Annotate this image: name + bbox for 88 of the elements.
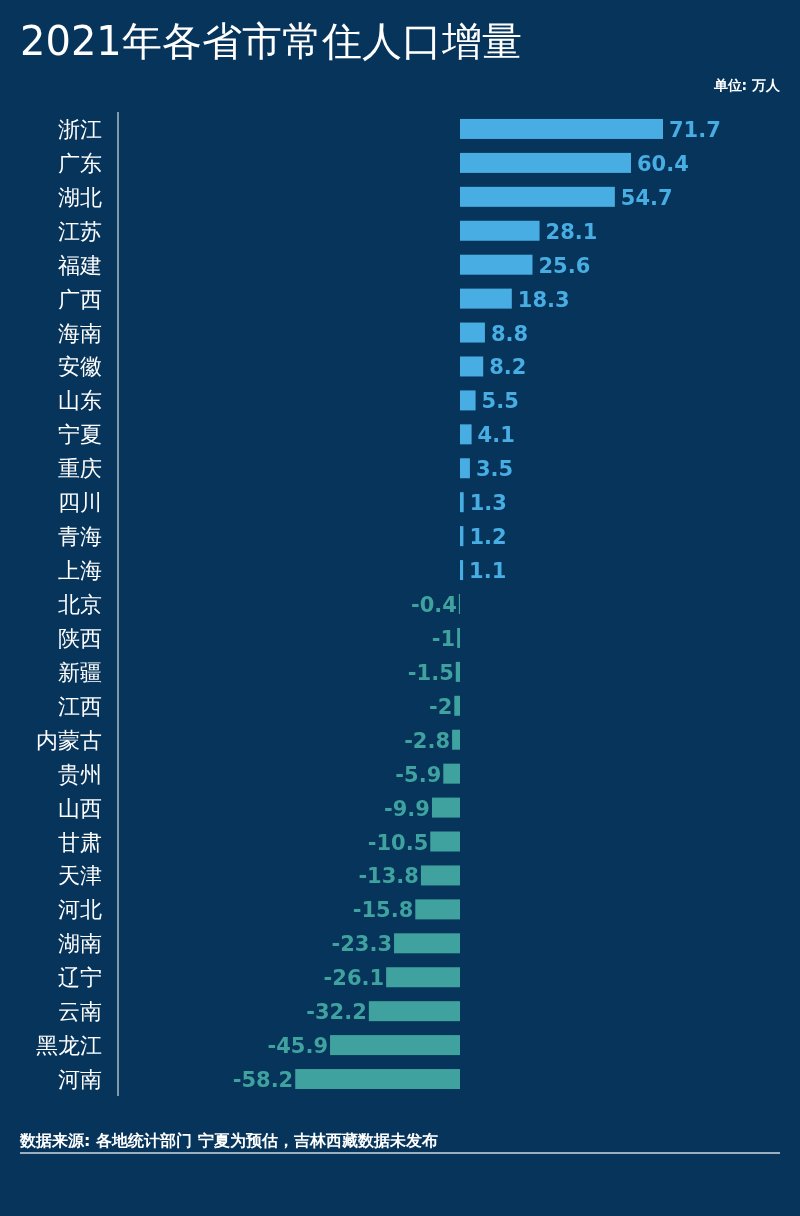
bar <box>415 899 460 920</box>
y-tick-label: 安徽 <box>58 354 102 380</box>
y-tick-label: 新疆 <box>58 659 102 685</box>
bar <box>460 356 484 377</box>
bar <box>460 458 470 479</box>
y-tick-label: 广西 <box>58 286 102 312</box>
bar <box>454 695 460 716</box>
y-tick-label: 江西 <box>58 693 102 719</box>
data-label: -2 <box>429 694 453 719</box>
y-tick-label: 黑龙江 <box>36 1033 102 1059</box>
bar <box>386 967 460 988</box>
bar <box>460 424 472 445</box>
data-label: 71.7 <box>669 117 721 142</box>
data-label: -23.3 <box>331 932 393 957</box>
y-tick-label: 陕西 <box>58 625 102 651</box>
data-label: 18.3 <box>517 287 570 312</box>
bar <box>460 288 512 309</box>
bar <box>460 152 632 173</box>
bar <box>295 1069 460 1090</box>
data-label: 4.1 <box>477 423 515 448</box>
bar <box>430 831 460 852</box>
data-label: 28.1 <box>545 219 598 244</box>
data-label: 8.8 <box>490 321 529 346</box>
data-label: 60.4 <box>637 151 689 176</box>
data-label: -15.8 <box>352 898 414 923</box>
y-tick-label: 河北 <box>58 897 102 923</box>
bar <box>420 865 460 886</box>
bar <box>460 220 540 241</box>
chart-title: 2021年各省市常住人口增量 <box>20 18 522 64</box>
y-tick-label: 重庆 <box>58 456 102 482</box>
data-label: -0.4 <box>410 593 457 617</box>
data-label: -2.8 <box>404 728 451 753</box>
data-label: -1.5 <box>407 660 454 685</box>
y-tick-label: 宁夏 <box>58 422 102 448</box>
bar <box>460 118 663 139</box>
y-tick-label: 山东 <box>58 388 102 414</box>
y-tick-label: 北京 <box>58 592 102 617</box>
y-tick-label: 云南 <box>58 999 102 1025</box>
y-tick-label: 天津 <box>58 863 102 889</box>
bar <box>460 492 464 513</box>
bar <box>460 186 615 207</box>
data-label: 1.1 <box>469 559 507 584</box>
y-tick-label: 河南 <box>58 1067 102 1093</box>
y-tick-label: 广东 <box>58 150 102 176</box>
data-label: -9.9 <box>384 796 430 821</box>
y-tick-label: 山西 <box>58 795 102 821</box>
data-label: 25.6 <box>538 253 591 278</box>
y-tick-label: 上海 <box>58 558 102 584</box>
bar <box>457 627 460 648</box>
bar <box>394 933 460 954</box>
y-tick-label: 四川 <box>58 490 102 516</box>
y-tick-label: 浙江 <box>58 116 102 142</box>
bar <box>460 390 476 411</box>
y-tick-label: 贵州 <box>58 761 102 787</box>
data-label: -10.5 <box>367 830 429 855</box>
data-label: -1 <box>431 626 456 651</box>
data-label: -32.2 <box>306 1000 367 1025</box>
data-label: -5.9 <box>395 762 442 787</box>
bar <box>460 560 464 581</box>
y-tick-label: 湖北 <box>58 184 102 210</box>
text: 单位: 万人 <box>712 77 781 93</box>
bar <box>460 254 533 275</box>
y-tick-label: 青海 <box>58 524 102 550</box>
data-label: -26.1 <box>323 966 385 991</box>
bar <box>330 1035 460 1056</box>
y-tick-label: 辽宁 <box>58 965 102 991</box>
bar <box>368 1001 460 1022</box>
data-label: -45.9 <box>267 1034 329 1059</box>
data-label: 1.2 <box>469 525 507 550</box>
data-label: 3.5 <box>475 457 514 482</box>
data-label: 54.7 <box>620 185 673 210</box>
y-tick-label: 海南 <box>58 320 102 346</box>
source-note: 数据来源: 各地统计部门 宁夏为预估，吉林西藏数据未发布 <box>19 1131 438 1150</box>
y-tick-label: 江苏 <box>58 218 102 244</box>
data-label: 5.5 <box>481 389 519 414</box>
bar <box>443 763 460 784</box>
y-tick-label: 湖南 <box>58 931 102 957</box>
y-tick-label: 甘肃 <box>58 829 102 855</box>
data-label: -58.2 <box>232 1068 294 1093</box>
bar <box>452 729 460 750</box>
bar <box>455 661 460 682</box>
bar <box>431 797 460 818</box>
data-label: 1.3 <box>469 491 507 516</box>
data-label: -13.8 <box>358 864 419 889</box>
bar <box>460 322 485 343</box>
y-tick-label: 内蒙古 <box>36 727 102 753</box>
data-label: 8.2 <box>489 355 527 380</box>
y-tick-label: 福建 <box>58 252 102 278</box>
